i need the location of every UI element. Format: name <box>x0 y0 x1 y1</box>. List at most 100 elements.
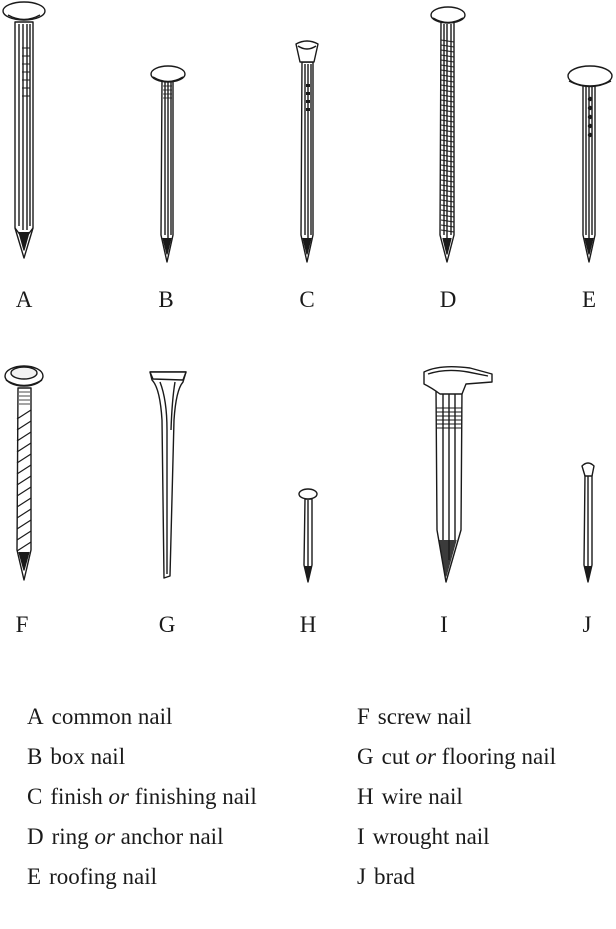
ring-groove <box>440 119 455 123</box>
screw-thread <box>16 530 32 541</box>
nail-c-drawing <box>295 40 319 263</box>
legend-text: brad <box>373 864 415 889</box>
ring-groove <box>440 49 455 53</box>
ring-groove <box>440 129 455 133</box>
nail-i-drawing <box>423 365 493 583</box>
ring-groove <box>440 59 455 63</box>
nail-d-drawing <box>430 6 466 263</box>
label-c: C <box>299 287 314 312</box>
legend-key: C <box>27 784 43 809</box>
nail-h-drawing <box>298 488 318 583</box>
ring-groove <box>440 134 455 138</box>
legend-text: common nail <box>51 704 173 729</box>
ring-groove <box>440 154 455 158</box>
ring-groove <box>440 54 455 58</box>
screw-thread <box>16 475 32 486</box>
ring-groove <box>440 99 455 103</box>
screw-thread <box>16 508 32 519</box>
legend-text: anchor nail <box>114 824 224 849</box>
ring-groove <box>440 79 455 83</box>
ring-groove <box>440 104 455 108</box>
nail-a-drawing <box>2 1 46 259</box>
nail-illustrations: A B C D E F G H I J <box>2 1 613 637</box>
legend-key: J <box>357 864 366 889</box>
ring-groove <box>440 64 455 68</box>
legend-text: box nail <box>50 744 126 769</box>
label-a: A <box>16 287 33 312</box>
screw-thread <box>16 420 32 431</box>
label-e: E <box>582 287 596 312</box>
ring-groove <box>440 224 455 228</box>
nail-f-drawing <box>4 365 44 581</box>
legend-text: finish <box>50 784 109 809</box>
screw-thread <box>16 431 32 442</box>
label-g: G <box>159 612 176 637</box>
legend-key: G <box>357 744 374 769</box>
ring-groove <box>440 109 455 113</box>
legend-or: or <box>108 784 129 809</box>
screw-thread <box>16 497 32 508</box>
legend-text: wrought nail <box>372 824 490 849</box>
nail-g-drawing <box>149 371 187 579</box>
ring-groove <box>440 179 455 183</box>
ring-groove <box>440 229 455 233</box>
ring-groove <box>440 204 455 208</box>
nail-e-drawing <box>567 65 613 263</box>
screw-thread <box>16 442 32 453</box>
legend-key: B <box>27 744 43 769</box>
legend-text: flooring nail <box>435 744 557 769</box>
ring-groove <box>440 74 455 78</box>
ring-groove <box>440 139 455 143</box>
ring-groove <box>440 184 455 188</box>
nail-b-drawing <box>150 65 186 263</box>
legend-key: I <box>357 824 365 849</box>
ring-groove <box>440 144 455 148</box>
legend-key: D <box>27 824 44 849</box>
nail-j-drawing <box>581 462 595 583</box>
legend-text: finishing nail <box>128 784 257 809</box>
screw-thread <box>16 519 32 530</box>
ring-groove <box>440 149 455 153</box>
legend-or: or <box>94 824 115 849</box>
ring-groove <box>440 174 455 178</box>
ring-groove <box>440 69 455 73</box>
label-j: J <box>583 612 592 637</box>
ring-groove <box>440 169 455 173</box>
ring-groove <box>440 114 455 118</box>
ring-groove <box>440 44 455 48</box>
ring-groove <box>440 194 455 198</box>
screw-thread <box>16 453 32 464</box>
ring-groove <box>440 214 455 218</box>
legend-text: screw nail <box>377 704 472 729</box>
legend-key: A <box>27 704 44 729</box>
label-b: B <box>158 287 173 312</box>
ring-groove <box>440 89 455 93</box>
label-i: I <box>440 612 448 637</box>
legend-key: F <box>357 704 370 729</box>
legend-or: or <box>415 744 436 769</box>
legend-text: cut <box>381 744 416 769</box>
ring-groove <box>440 94 455 98</box>
ring-groove <box>440 84 455 88</box>
legend-text: roofing nail <box>49 864 158 889</box>
label-h: H <box>300 612 317 637</box>
ring-groove <box>440 159 455 163</box>
screw-thread <box>16 464 32 475</box>
ring-groove <box>440 164 455 168</box>
ring-groove <box>440 219 455 223</box>
ring-groove <box>440 39 455 43</box>
legend-key: E <box>27 864 42 889</box>
ring-groove <box>440 189 455 193</box>
legend-text: wire nail <box>381 784 463 809</box>
